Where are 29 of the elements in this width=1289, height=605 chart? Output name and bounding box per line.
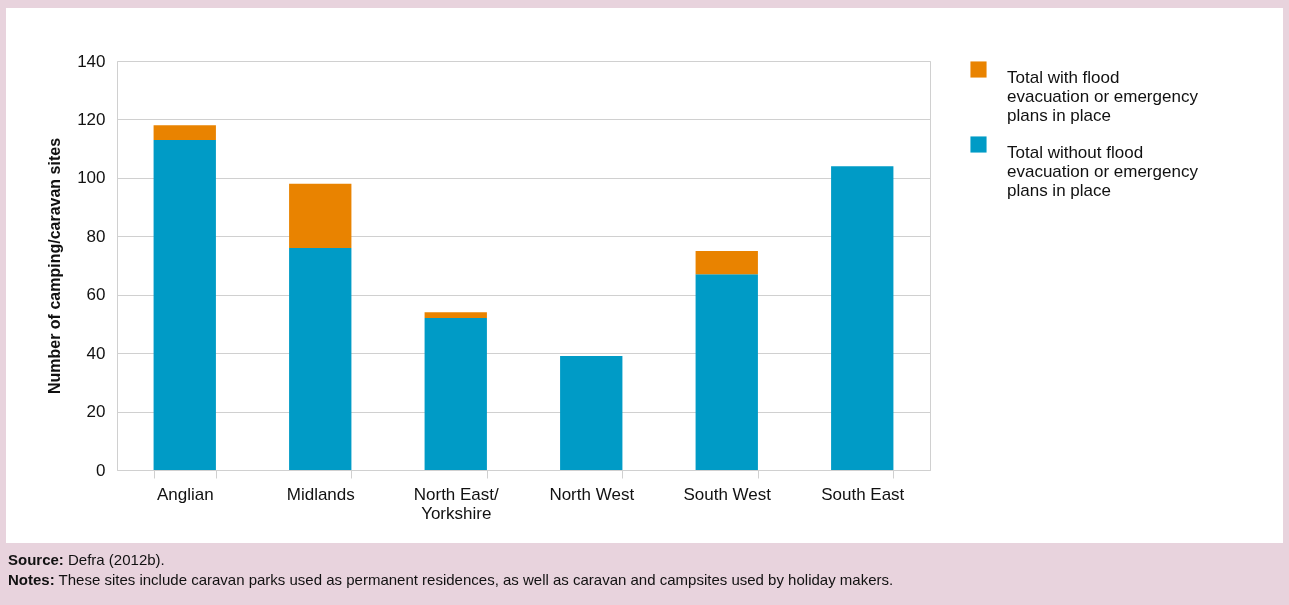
y-tick-label: 120: [77, 109, 106, 129]
x-tick-label: Midlands: [286, 484, 355, 504]
bar: [424, 318, 487, 470]
y-tick-label: 100: [77, 168, 106, 188]
y-axis-title: Number of camping/caravan sites: [46, 137, 64, 395]
bar: [695, 274, 758, 470]
y-tick-label: 40: [86, 343, 106, 363]
bar: [424, 312, 487, 319]
legend-label: Total without flood evacuation or emergency plans in place: [1007, 142, 1199, 200]
bar: [695, 250, 758, 275]
bar: [153, 125, 216, 140]
y-tick-label: 140: [77, 51, 106, 71]
bar: [153, 139, 216, 470]
x-tick-label: South West: [683, 484, 772, 504]
legend-label: Total with flood evacuation or emergency plans in place: [1007, 67, 1199, 125]
bar: [831, 166, 894, 470]
y-tick-label: 0: [96, 460, 106, 480]
y-tick-label: 60: [86, 285, 106, 305]
bar: [289, 247, 352, 470]
y-tick-label: 20: [86, 402, 106, 422]
bar: [289, 183, 352, 248]
x-tick-label: North East/ Yorkshire: [413, 484, 500, 523]
x-tick-label: North West: [549, 484, 635, 504]
y-tick-label: 80: [86, 226, 106, 246]
x-tick-label: Anglian: [156, 484, 214, 504]
x-tick-label: South East: [821, 484, 905, 504]
source-note: Source: Defra (2012b).: [8, 550, 166, 570]
bar: [560, 356, 623, 470]
text: Notes: These sites include caravan parks used as permanent residences, as well as caravan and campsites used by holiday makers.: [8, 570, 895, 590]
